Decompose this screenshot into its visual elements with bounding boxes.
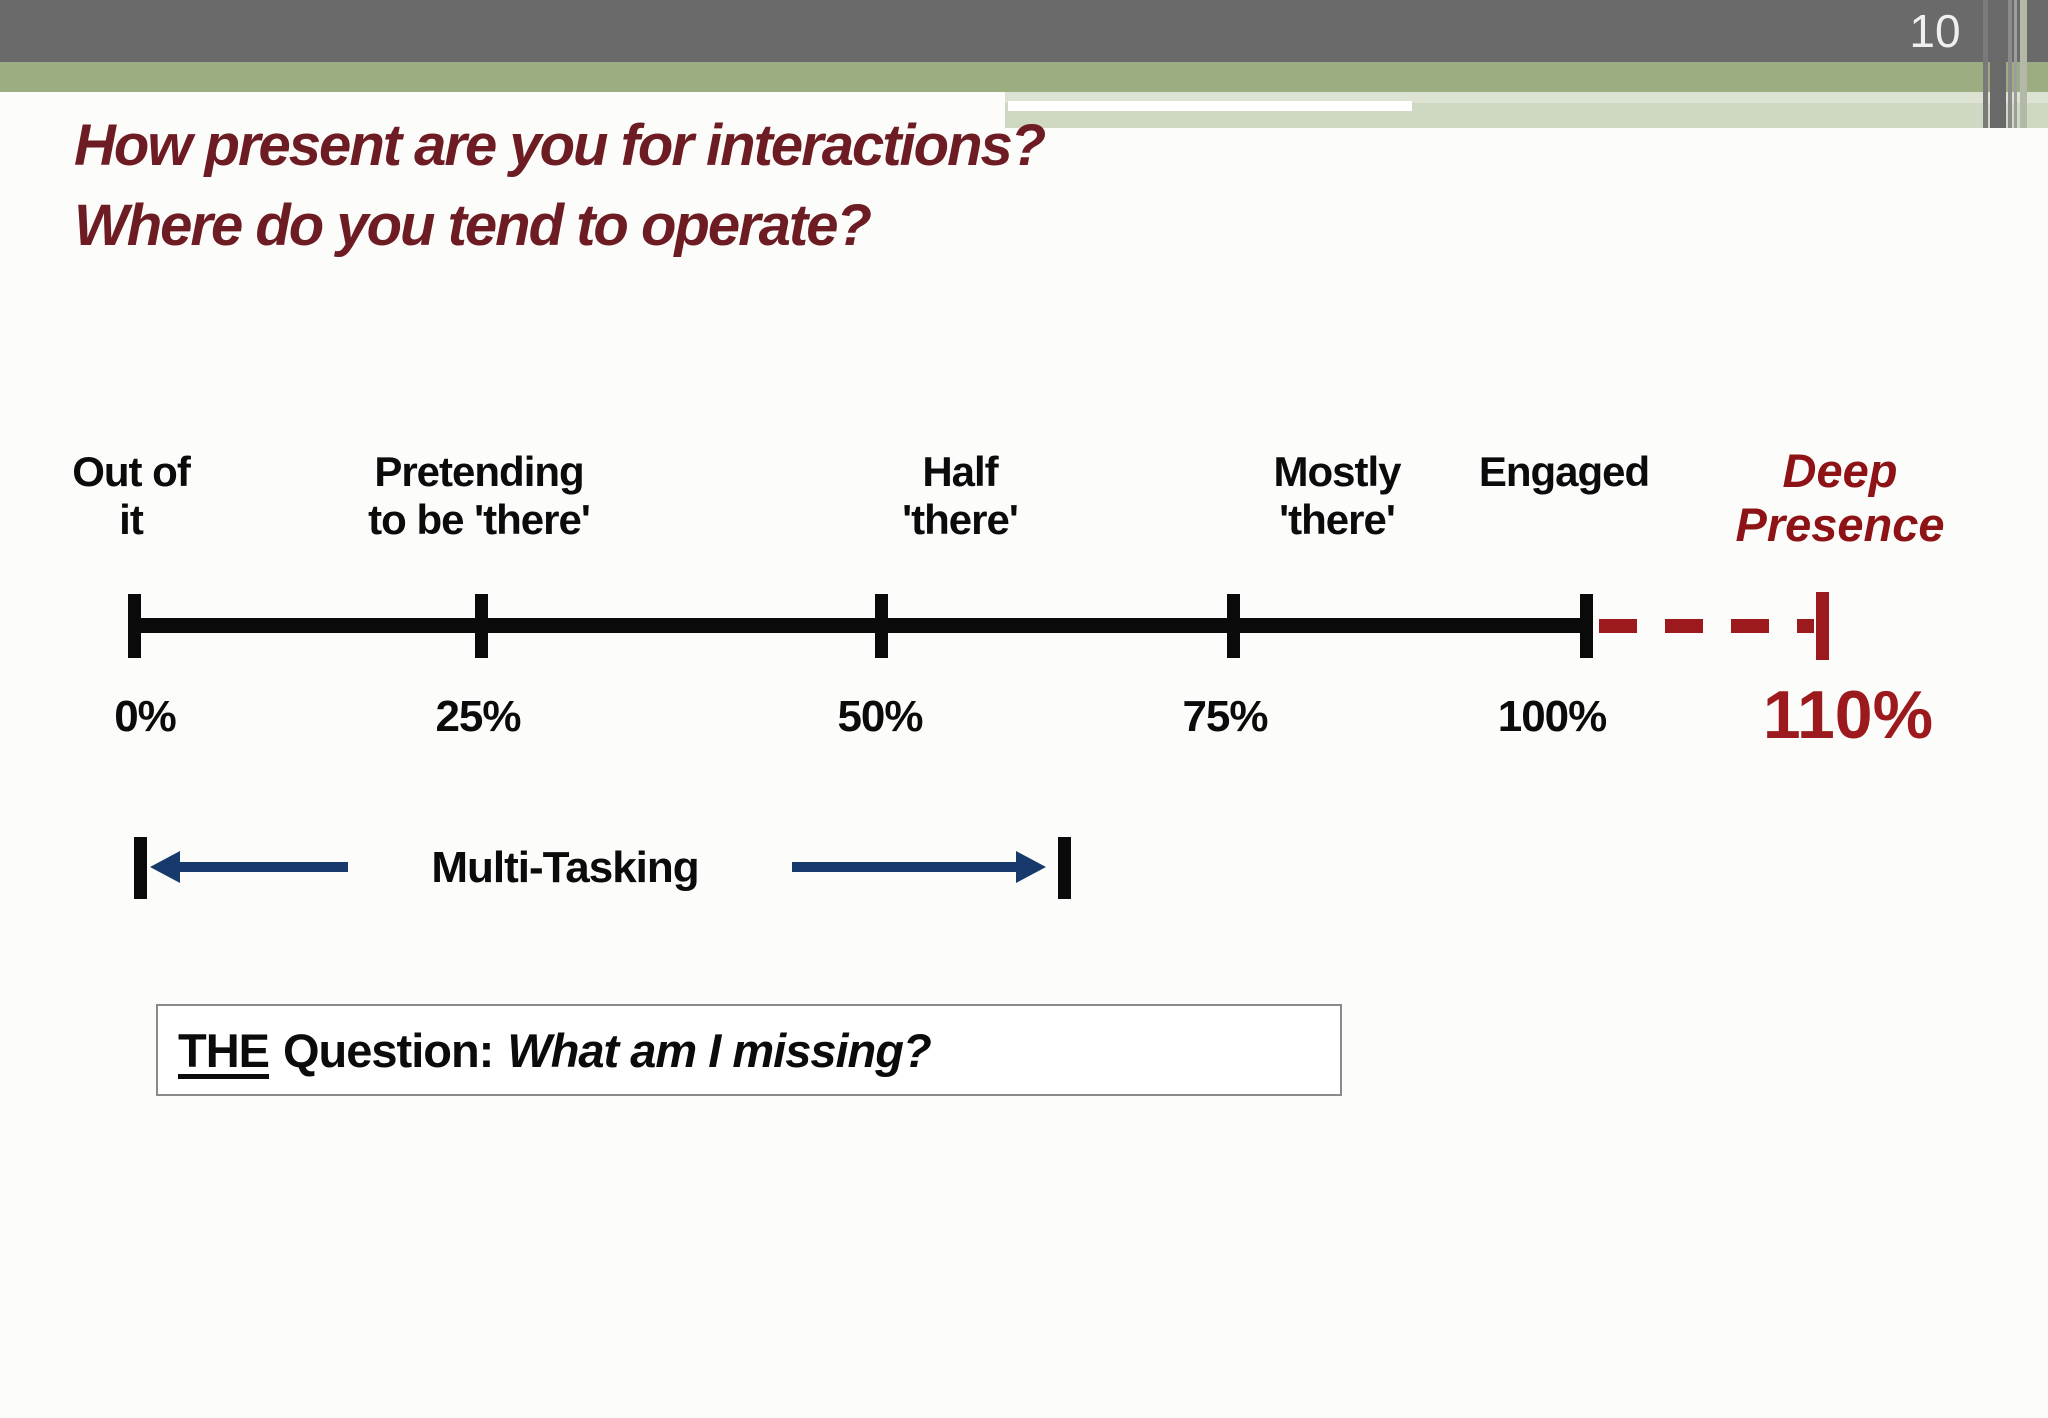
scale-tick-50pct: [875, 594, 888, 658]
multitasking-label: Multi-Tasking: [431, 843, 699, 892]
scale-pct-75: 75%: [1182, 692, 1268, 741]
scale-pct-110: 110%: [1762, 677, 1934, 753]
header-green-accent-bar: [0, 62, 2048, 92]
scale-pct-50: 50%: [837, 692, 923, 741]
multitasking-range-bar-left: [134, 837, 147, 899]
scale-label-deep-presence: Deep Presence: [1735, 444, 1945, 551]
header-white-stripe: [1008, 101, 1412, 111]
question-the-text: THE: [178, 1023, 270, 1077]
header-edge-stripe: [1990, 0, 2006, 128]
scale-pct-25: 25%: [435, 692, 521, 741]
header-edge-stripe: [2008, 0, 2012, 128]
scale-tick-25pct: [475, 594, 488, 658]
scale-axis-line: [134, 618, 1593, 633]
header-lighter-green-band: [1005, 92, 2048, 103]
scale-pct-0: 0%: [114, 692, 177, 741]
right-arrow-shaft: [792, 862, 1020, 872]
scale-tick-0pct: [128, 594, 141, 658]
left-arrow-shaft: [176, 862, 348, 872]
page-number: 10: [1909, 5, 1961, 57]
question-box: THE Question: What am I missing?: [156, 1004, 1342, 1096]
slide-title-line2: Where do you tend to operate?: [74, 193, 872, 258]
scale-tick-110pct: [1816, 592, 1829, 660]
header-gray-bar: [0, 0, 2048, 62]
scale-label-pretending: Pretending to be 'there': [368, 448, 591, 543]
left-arrow-icon: [150, 851, 180, 883]
question-italic-text: What am I missing?: [507, 1023, 931, 1077]
scale-pct-100: 100%: [1497, 692, 1608, 741]
scale-label-half-there: Half 'there': [902, 448, 1019, 543]
question-mid-text: Question:: [283, 1023, 494, 1077]
scale-dashed-extension: [1599, 619, 1814, 633]
header-edge-stripe: [2020, 0, 2027, 128]
header-edge-stripe: [1983, 0, 1988, 128]
header-edge-stripe: [2014, 0, 2017, 128]
scale-label-mostly-there: Mostly 'there': [1273, 448, 1401, 543]
scale-label-engaged: Engaged: [1478, 448, 1650, 495]
multitasking-range-bar-right: [1058, 837, 1071, 899]
scale-tick-75pct: [1227, 594, 1240, 658]
right-arrow-icon: [1016, 851, 1046, 883]
scale-tick-100pct: [1580, 594, 1593, 658]
scale-label-out-of-it: Out of it: [72, 448, 191, 543]
slide-title-line1: How present are you for interactions?: [74, 113, 1046, 178]
